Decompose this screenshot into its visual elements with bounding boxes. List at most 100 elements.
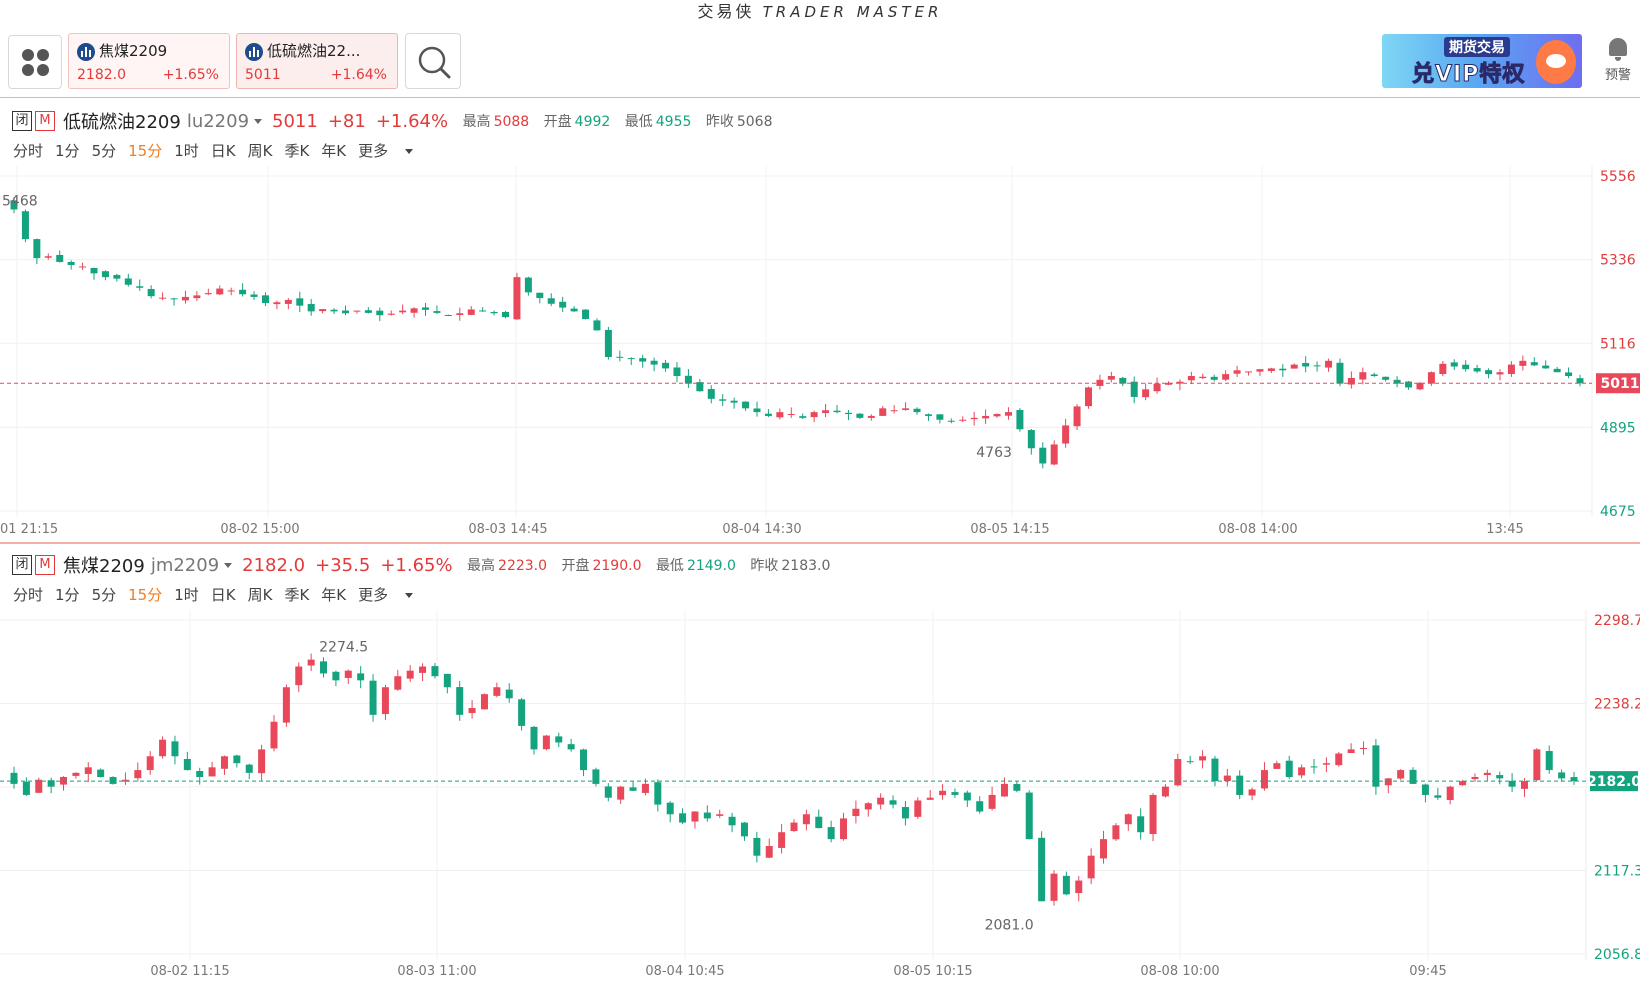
candle-body [35, 779, 43, 793]
candle [467, 306, 475, 316]
candle-body [159, 739, 167, 757]
apps-menu-button[interactable] [8, 35, 62, 89]
candle [410, 307, 418, 318]
candle-body [1273, 763, 1281, 769]
candle [1519, 355, 1527, 371]
candle-body [1223, 775, 1231, 781]
period-tab[interactable]: 周K [247, 142, 273, 160]
candle-body [890, 410, 898, 412]
instrument-code-select[interactable]: jm2209 [151, 555, 233, 576]
y-tick-label: 5556 [1600, 169, 1636, 185]
candle [924, 413, 932, 421]
candle [394, 669, 402, 691]
candle [902, 402, 910, 411]
chevron-down-icon [224, 563, 233, 568]
instrument-tab-jm2209[interactable]: 焦煤2209 2182.0 +1.65% [68, 33, 230, 89]
more-label: 更多 [358, 586, 389, 604]
candle [431, 663, 439, 679]
candle [1545, 745, 1553, 774]
candle [567, 738, 575, 752]
candle-body [1347, 377, 1355, 385]
more-periods-dropdown[interactable]: 更多 [358, 586, 425, 604]
period-tab[interactable]: 季K [284, 142, 310, 160]
candle [1050, 870, 1058, 906]
candle-body [555, 736, 563, 743]
period-tab[interactable]: 1时 [174, 586, 199, 604]
period-tab[interactable]: 5分 [91, 142, 117, 160]
instrument-code-select[interactable]: lu2209 [187, 111, 263, 132]
period-tab[interactable]: 1时 [174, 142, 199, 160]
candle-body [443, 673, 451, 688]
candle-body [406, 670, 414, 679]
kline-chart[interactable]: 2182.0 2298.7 2238.2 2117.3 2056.8 08-02 11:1… [0, 610, 1640, 982]
candle-body [765, 846, 773, 858]
apps-grid-icon-part [22, 64, 34, 76]
candle [1112, 823, 1120, 841]
period-tab[interactable]: 季K [284, 586, 310, 604]
candle-body [1359, 372, 1367, 380]
candle [90, 267, 98, 280]
period-tab[interactable]: 年K [321, 586, 347, 604]
alert-label: 预警 [1604, 68, 1631, 83]
period-tab[interactable]: 分时 [13, 142, 44, 160]
candle [959, 416, 967, 423]
candle-body [353, 310, 361, 312]
candle-body [245, 764, 253, 773]
candle-body [422, 307, 430, 310]
kline-chart[interactable]: 5011 5556 5336 5116 4895 4675 01 21:15 08-02 15… [0, 166, 1640, 540]
candle [233, 754, 241, 768]
search-button[interactable] [405, 33, 461, 89]
candle [44, 253, 52, 260]
period-tab[interactable]: 日K [210, 586, 236, 604]
period-tab[interactable]: 周K [247, 586, 273, 604]
candle-body [480, 694, 488, 710]
candle-body [1290, 364, 1298, 369]
candle-body [939, 790, 947, 796]
candle-body [753, 408, 761, 413]
candle-body [764, 413, 772, 416]
period-tab-selected[interactable]: 15分 [128, 142, 163, 160]
candle-body [641, 783, 649, 793]
candle-body [1421, 784, 1429, 795]
stat-value: 5068 [736, 114, 773, 130]
candle-body [864, 803, 872, 810]
candle-body [97, 769, 105, 777]
candle-body [261, 295, 269, 304]
period-tab[interactable]: 年K [321, 142, 347, 160]
more-periods-dropdown[interactable]: 更多 [358, 142, 425, 160]
candle [1222, 370, 1230, 382]
period-tab[interactable]: 1分 [55, 142, 80, 160]
low-annotation: 2081.0 [985, 917, 1034, 933]
candle [204, 288, 212, 296]
candle [570, 306, 578, 312]
candle-body [1397, 770, 1405, 779]
candle [1520, 778, 1528, 797]
candle-body [1187, 376, 1195, 381]
candle-body [1199, 756, 1207, 761]
candle-body [1153, 383, 1161, 392]
candle-body [947, 420, 955, 422]
candle [353, 310, 361, 314]
candle [627, 357, 635, 366]
period-tab[interactable]: 日K [210, 142, 236, 160]
period-tab[interactable]: 分时 [13, 586, 44, 604]
period-tab[interactable]: 5分 [91, 586, 117, 604]
period-tab[interactable]: 1分 [55, 586, 80, 604]
candle [444, 314, 452, 317]
vip-promo-banner[interactable]: 期货交易 兑VIP特权 [1382, 34, 1582, 88]
candle-body [84, 767, 92, 774]
candle [1137, 808, 1145, 840]
period-tab-selected[interactable]: 15分 [128, 586, 163, 604]
candle [330, 308, 338, 315]
candle [753, 401, 761, 417]
alert-button[interactable]: 预警 [1598, 38, 1638, 83]
chart-panel-lu2209: 闭 M 低硫燃油2209 lu2209 5011 +81 +1.64% 最高 5088 开盘 4… [0, 102, 1640, 542]
candle-body [1565, 372, 1573, 377]
candle [502, 311, 510, 319]
instrument-tab-lu2209[interactable]: 低硫燃油22... 5011 +1.64% [236, 33, 398, 89]
candle [387, 310, 395, 316]
candle [21, 209, 29, 243]
candle-body [684, 375, 692, 384]
candle-body [1073, 406, 1081, 427]
candle [833, 405, 841, 414]
